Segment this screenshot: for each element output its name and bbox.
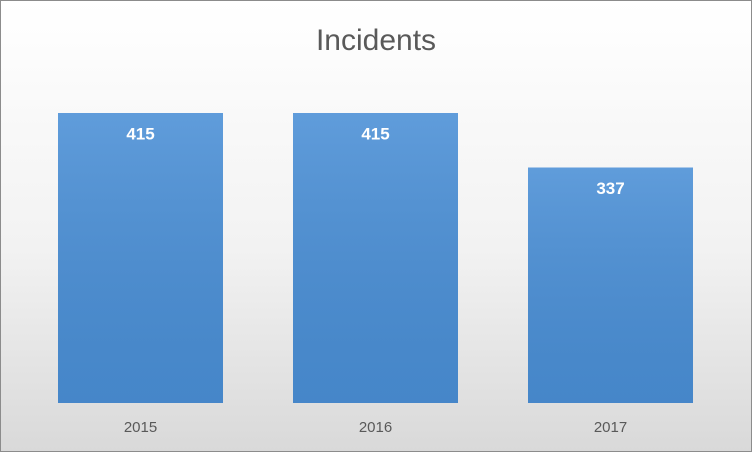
- bar: [528, 167, 693, 403]
- data-label: 337: [596, 179, 624, 198]
- bar: [293, 113, 458, 403]
- bar: [58, 113, 223, 403]
- x-tick-label: 2015: [124, 419, 157, 436]
- data-label: 415: [126, 124, 154, 143]
- x-tick-label: 2016: [359, 419, 392, 436]
- x-tick-label: 2017: [594, 419, 627, 436]
- data-label: 415: [361, 124, 389, 143]
- chart-title: Incidents: [316, 24, 436, 57]
